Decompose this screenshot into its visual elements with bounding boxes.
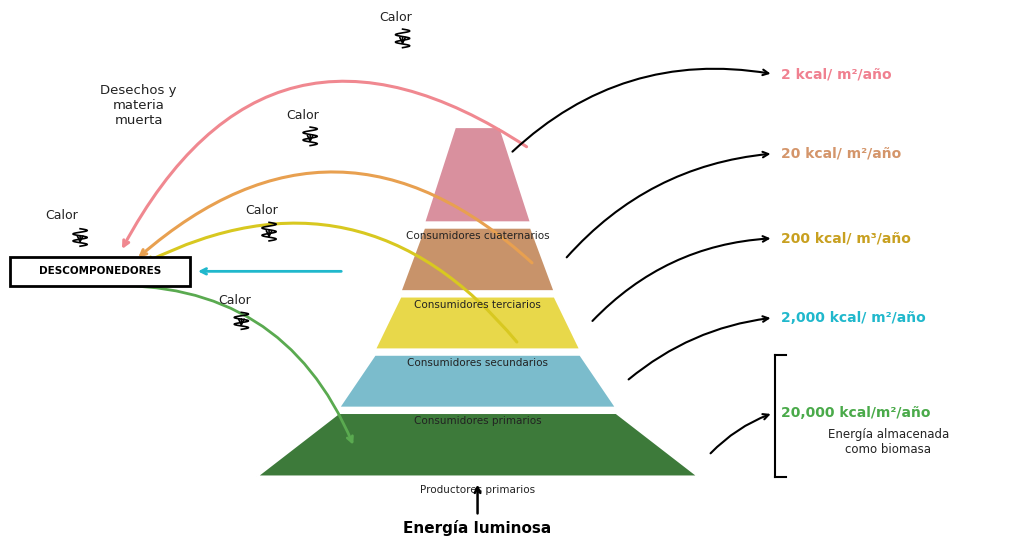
Text: Consumidores terciarios: Consumidores terciarios [414,300,541,310]
Text: DESCOMPONEDORES: DESCOMPONEDORES [39,266,161,277]
Text: Calor: Calor [45,209,78,222]
Text: 20 kcal/ m²/año: 20 kcal/ m²/año [781,146,901,160]
Polygon shape [401,228,555,291]
Text: 2,000 kcal/ m²/año: 2,000 kcal/ m²/año [781,310,925,324]
Text: Energía luminosa: Energía luminosa [404,520,551,536]
Polygon shape [375,296,580,350]
Text: Consumidores cuaternarios: Consumidores cuaternarios [406,231,549,241]
Text: 20,000 kcal/m²/año: 20,000 kcal/m²/año [781,406,930,420]
Text: 200 kcal/ m³/año: 200 kcal/ m³/año [781,231,910,245]
Text: Calor: Calor [379,11,412,24]
Bar [10,257,190,286]
Text: Productores primarios: Productores primarios [420,485,535,495]
Text: Calor: Calor [245,204,278,217]
Text: Calor: Calor [287,109,319,122]
Polygon shape [424,127,531,222]
Text: Desechos y
materia
muerta: Desechos y materia muerta [101,84,177,128]
Text: 2 kcal/ m²/año: 2 kcal/ m²/año [781,67,891,81]
Text: Consumidores secundarios: Consumidores secundarios [407,358,548,368]
Polygon shape [257,413,698,477]
Text: Energía almacenada
como biomasa: Energía almacenada como biomasa [828,428,949,456]
Text: Calor: Calor [218,294,251,307]
Polygon shape [339,355,616,408]
Text: Consumidores primarios: Consumidores primarios [414,416,541,426]
